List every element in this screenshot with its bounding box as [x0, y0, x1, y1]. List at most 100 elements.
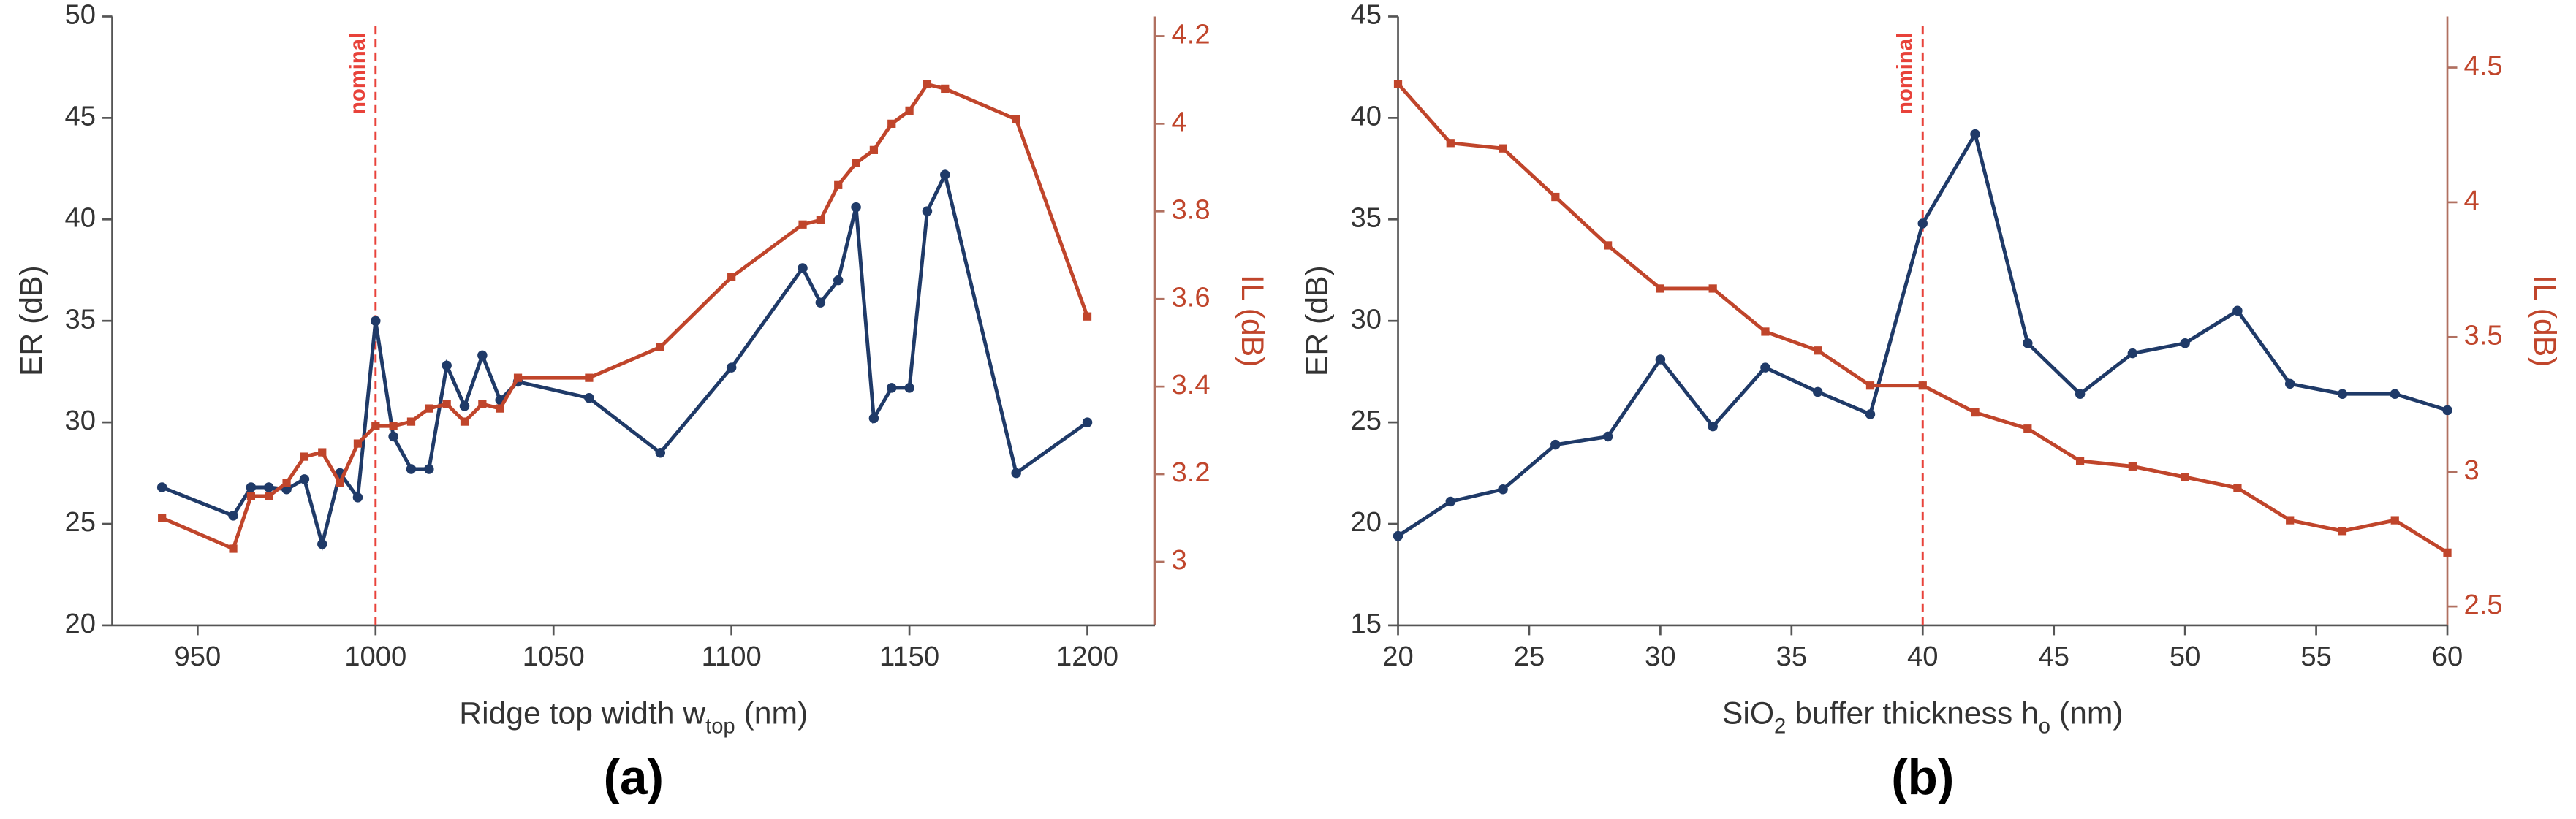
y2-tick-label: 3.4 [1171, 369, 1210, 400]
data-point [869, 145, 879, 154]
y-tick-label: 40 [1351, 100, 1382, 132]
data-point [834, 180, 843, 189]
data-point [1917, 218, 1928, 229]
x-tick-label: 45 [2038, 641, 2069, 672]
data-point [816, 216, 825, 224]
y-tick-label: 15 [1351, 608, 1382, 639]
data-point [2180, 338, 2190, 348]
data-point [798, 220, 807, 229]
data-point [406, 464, 417, 474]
x-tick-label: 50 [2170, 641, 2200, 672]
data-point [263, 482, 274, 492]
data-point [478, 400, 487, 408]
data-point [1393, 530, 1403, 541]
data-point [1445, 496, 1456, 507]
data-point [406, 417, 416, 426]
data-point [2286, 516, 2295, 525]
panel-label: (a) [604, 750, 664, 805]
data-point [300, 452, 309, 461]
data-point [2390, 389, 2400, 399]
data-point [459, 401, 470, 411]
y2-tick-label: 3.6 [1171, 281, 1210, 313]
x-tick-label: 950 [174, 641, 221, 672]
data-point [460, 417, 469, 426]
data-point [815, 297, 826, 308]
x-tick-label: 55 [2300, 641, 2331, 672]
data-point [158, 514, 167, 522]
data-point [851, 202, 861, 213]
data-point [2023, 424, 2032, 433]
y-tick-label: 20 [65, 608, 96, 639]
x-axis-title: SiO2 buffer thickness ho (nm) [1722, 696, 2124, 738]
x-tick-label: 25 [1514, 641, 1545, 672]
x-axis-title-part: SiO [1722, 696, 1774, 731]
x-tick-label: 40 [1907, 641, 1938, 672]
data-point [904, 383, 914, 393]
data-point [1970, 129, 1980, 140]
data-point [1761, 327, 1770, 336]
data-point [1083, 312, 1092, 321]
data-point [1393, 80, 1403, 88]
data-point [584, 393, 594, 403]
nominal-label: nominal [1894, 33, 1917, 115]
panel: 950 1000 1050 1100 1150 1200 20 25 30 35 40 45 50 3 3.… [14, 0, 1270, 805]
x-axis-title-part: 2 [1774, 715, 1786, 738]
data-point [2075, 389, 2086, 399]
y2-axis-title: IL (dB) [2527, 275, 2562, 367]
panel: 20 25 30 35 40 45 50 55 60152025303540452.533.54… [1300, 0, 2562, 805]
data-point [923, 80, 932, 89]
data-point [425, 404, 433, 413]
x-tick-label: 35 [1776, 641, 1807, 672]
data-point [2075, 457, 2085, 465]
y-tick-label: 35 [65, 303, 96, 335]
data-point [1918, 381, 1927, 390]
data-point [852, 159, 860, 167]
data-point [2181, 473, 2189, 481]
y2-tick-label: 4.2 [1171, 19, 1210, 50]
data-point [388, 431, 398, 442]
data-point [352, 492, 363, 503]
x-tick-label: 1200 [1056, 641, 1118, 672]
data-point [1971, 408, 1980, 417]
data-point [2232, 305, 2243, 316]
x-axis-title-part: top [705, 715, 735, 738]
data-point [941, 84, 950, 94]
data-point [1812, 386, 1823, 397]
data-point [655, 448, 666, 458]
data-point [1865, 409, 1876, 419]
y-tick-label: 45 [1351, 0, 1382, 31]
data-point [2443, 548, 2452, 557]
data-point [2390, 516, 2399, 525]
y-tick-label: 40 [65, 202, 96, 233]
data-point [1708, 284, 1717, 293]
x-tick-label: 30 [1645, 641, 1675, 672]
data-point [2128, 462, 2137, 471]
data-point [1760, 362, 1770, 373]
data-point [336, 479, 344, 487]
data-point [1656, 284, 1665, 293]
x-tick-label: 1150 [879, 641, 939, 672]
data-point [1550, 439, 1561, 450]
data-point [1012, 115, 1020, 123]
y2-tick-label: 4 [2463, 185, 2479, 216]
data-point [442, 360, 452, 371]
y-tick-label: 50 [65, 0, 96, 31]
data-point [156, 482, 167, 492]
data-point [442, 400, 451, 408]
y2-tick-label: 2.5 [2463, 589, 2502, 620]
data-point [317, 539, 327, 549]
data-point [1551, 192, 1560, 202]
x-axis-title: Ridge top width wtop (nm) [459, 696, 808, 738]
y-tick-label: 25 [1351, 405, 1382, 436]
x-tick-label: 20 [1382, 641, 1413, 672]
y2-tick-label: 3 [2463, 454, 2479, 486]
data-point [389, 422, 398, 430]
data-point [265, 492, 273, 500]
x-axis-title-part: (nm) [735, 696, 808, 731]
y2-axis-title: IL (dB) [1235, 275, 1270, 367]
y-tick-label: 45 [65, 100, 96, 132]
y2-tick-label: 3 [1171, 544, 1186, 576]
data-point [2338, 527, 2347, 536]
data-point [2023, 338, 2033, 348]
